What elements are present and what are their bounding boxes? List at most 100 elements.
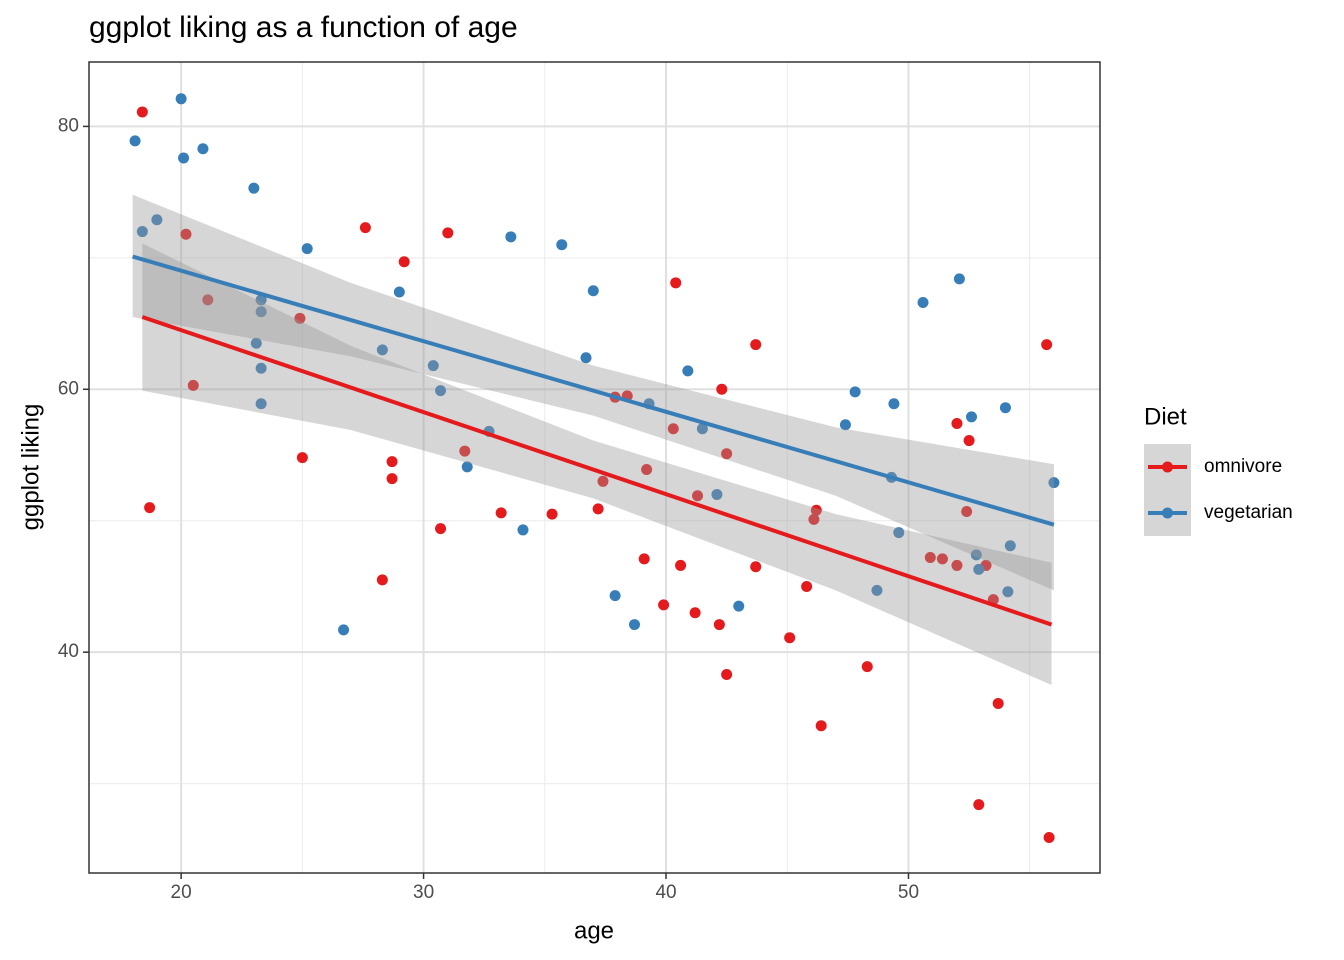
point [255,294,267,306]
point [667,423,679,435]
point [175,93,187,105]
point [861,661,873,673]
point [973,563,985,575]
point [296,452,308,464]
point [696,423,708,435]
y-tick-label: 40 [58,641,79,662]
point [961,506,973,518]
point [435,523,447,535]
x-tick-label: 40 [655,882,676,903]
point [178,152,190,164]
point [556,239,568,251]
point [376,344,388,356]
point [810,504,822,516]
point [992,697,1004,709]
point [658,599,670,611]
point [250,337,262,349]
point [1043,832,1055,844]
point [202,294,214,306]
point [435,385,447,397]
fit-line [141,315,1053,627]
panel-border [88,61,1101,874]
point [461,461,473,473]
point [689,607,701,619]
point [721,448,733,460]
point [427,360,439,372]
point [692,490,704,502]
point [359,222,371,234]
point [294,312,306,324]
x-axis-label: age [574,917,614,944]
legend-point [1162,507,1173,519]
point [871,584,883,596]
point [592,503,604,515]
point [144,502,156,514]
point [953,273,965,285]
point [495,507,507,519]
point [815,720,827,732]
point [609,590,621,602]
point [839,419,851,431]
point [1002,586,1014,598]
point [888,398,900,410]
point [784,632,796,644]
fit-line [132,254,1055,527]
x-tick-label: 30 [413,882,434,903]
point [675,559,687,571]
point [248,182,260,194]
point [386,473,398,485]
point [459,445,471,457]
point [301,243,313,255]
x-tick-label: 20 [171,882,192,903]
point [1041,339,1053,351]
point [849,386,861,398]
point [713,619,725,631]
point [197,143,209,155]
point [398,256,410,268]
point [893,527,905,539]
point [255,362,267,374]
point [936,553,948,565]
point [629,619,641,631]
point [924,552,936,564]
point [641,463,653,475]
point [721,669,733,681]
point [750,339,762,351]
point [442,227,454,239]
point [546,508,558,520]
point [963,435,975,447]
point [255,306,267,318]
point [187,379,199,391]
point [151,214,163,226]
point [393,286,405,298]
chart-title: ggplot liking as a function of age [89,11,518,44]
legend-point [1162,461,1173,473]
point [917,297,929,309]
point [338,624,350,636]
point [716,383,728,395]
point [973,799,985,811]
legend-label: vegetarian [1204,502,1293,523]
point [966,411,978,423]
point [597,475,609,487]
point [1048,477,1060,489]
point [801,580,813,592]
y-axis-label: ggplot liking [17,404,44,531]
point [733,600,745,612]
plot-panel [89,62,1100,873]
point [255,398,267,410]
point [711,488,723,500]
point [587,285,599,297]
point [376,574,388,586]
y-tick-label: 60 [58,378,79,399]
y-tick-label: 80 [58,115,79,136]
point [970,549,982,561]
point [1004,540,1016,552]
point [517,524,529,536]
x-tick-label: 50 [898,882,919,903]
point [638,553,650,565]
point [180,228,192,240]
point [808,513,820,525]
point [386,456,398,468]
